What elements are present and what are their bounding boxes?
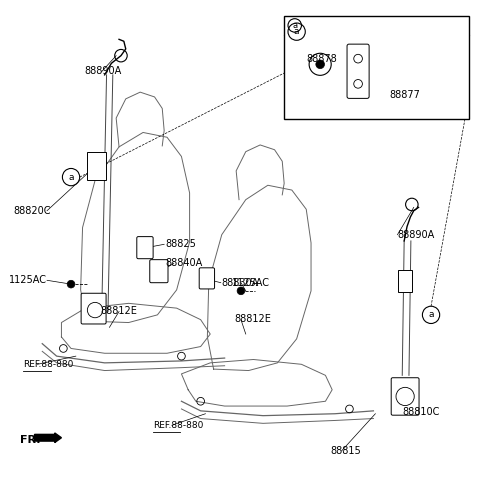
Text: 88812E: 88812E: [101, 306, 138, 316]
Text: a: a: [292, 21, 297, 30]
Text: 88890A: 88890A: [84, 66, 121, 76]
Text: 88877: 88877: [390, 91, 420, 101]
Text: 88820C: 88820C: [13, 206, 51, 216]
FancyBboxPatch shape: [347, 44, 369, 99]
Text: 1125AC: 1125AC: [232, 278, 270, 288]
Text: 88840A: 88840A: [166, 259, 203, 269]
FancyBboxPatch shape: [398, 270, 412, 292]
Text: 88812E: 88812E: [234, 314, 271, 324]
Text: 88830A: 88830A: [222, 278, 259, 288]
Circle shape: [237, 287, 245, 295]
Text: 1125AC: 1125AC: [9, 275, 47, 285]
Text: 88890A: 88890A: [397, 230, 435, 240]
Circle shape: [67, 280, 75, 288]
Text: a: a: [68, 173, 74, 182]
FancyBboxPatch shape: [81, 293, 106, 324]
Text: 88810C: 88810C: [402, 407, 440, 417]
FancyBboxPatch shape: [284, 16, 469, 120]
Text: 88878: 88878: [306, 54, 337, 64]
FancyArrow shape: [35, 433, 61, 443]
Circle shape: [316, 60, 324, 68]
Text: 88815: 88815: [330, 446, 361, 456]
Text: a: a: [294, 27, 300, 36]
Text: 88825: 88825: [166, 239, 196, 249]
Text: a: a: [428, 310, 434, 319]
FancyBboxPatch shape: [199, 268, 215, 289]
FancyBboxPatch shape: [391, 378, 419, 415]
FancyBboxPatch shape: [87, 152, 106, 180]
FancyBboxPatch shape: [137, 236, 153, 259]
Text: FR.: FR.: [20, 435, 41, 445]
FancyBboxPatch shape: [150, 260, 168, 283]
Text: REF.88-880: REF.88-880: [23, 360, 73, 369]
Text: REF.88-880: REF.88-880: [153, 421, 203, 430]
